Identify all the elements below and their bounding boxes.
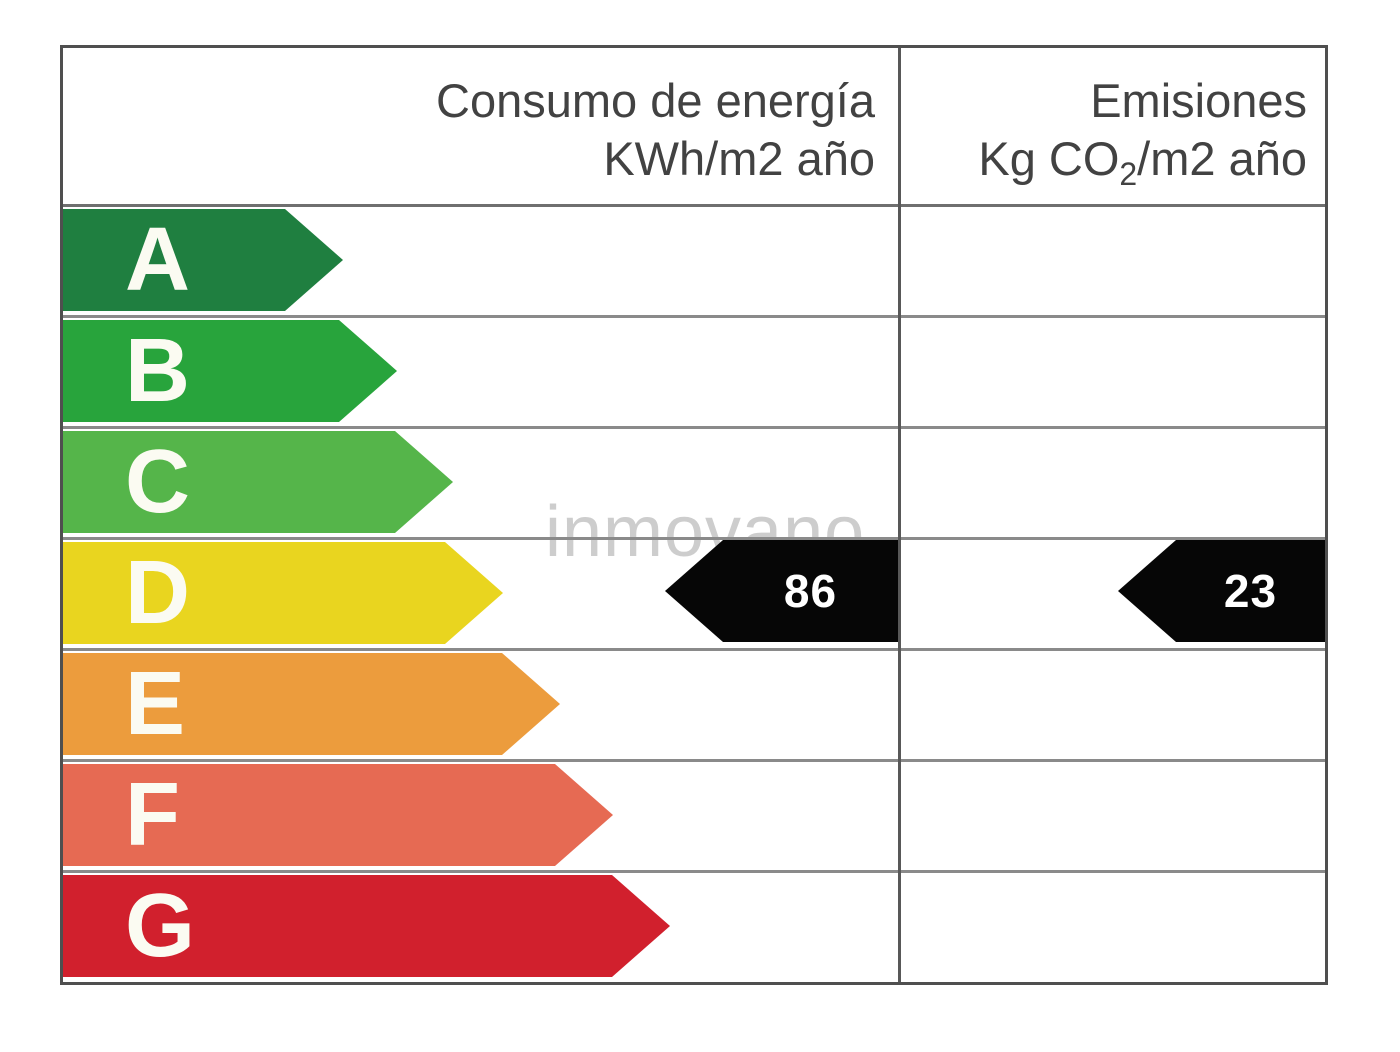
rating-letter: D [125,543,190,643]
column-divider [898,48,901,982]
grid-line [63,870,1325,873]
rating-arrow-g: G [63,875,670,977]
emissions-header: Emisiones Kg CO2/m2 año [905,72,1315,192]
rating-table: Consumo de energía KWh/m2 año Emisiones … [60,45,1328,985]
consumption-value-arrow: 86 [665,540,898,642]
rating-letter: E [125,654,186,754]
rating-arrow-b: B [63,320,397,422]
grid-line [63,648,1325,651]
rating-arrow-f: F [63,764,613,866]
grid-line [63,204,1325,207]
rating-letter: G [125,876,196,976]
rating-arrow-e: E [63,653,560,755]
grid-line [63,759,1325,762]
emissions-header-line2: Kg CO2/m2 año [978,132,1307,192]
rating-letter: F [125,765,180,865]
rating-letter: C [125,432,190,532]
energy-consumption-header-line2: KWh/m2 año [603,132,875,185]
rating-arrow-d: D [63,542,503,644]
co2-subscript: 2 [1119,156,1138,192]
grid-line [63,426,1325,429]
rating-letter: B [125,321,190,421]
rating-letter: A [125,210,190,310]
emissions-header-line1: Emisiones [1090,74,1307,127]
emissions-value: 23 [1223,565,1278,617]
energy-consumption-header-line1: Consumo de energía [436,74,875,127]
consumption-value: 86 [783,565,838,617]
energy-consumption-header: Consumo de energía KWh/m2 año [63,72,875,188]
rating-arrow-c: C [63,431,453,533]
rating-arrow-a: A [63,209,343,311]
emissions-value-arrow: 23 [1118,540,1325,642]
grid-line [63,315,1325,318]
grid-line [63,537,1325,540]
